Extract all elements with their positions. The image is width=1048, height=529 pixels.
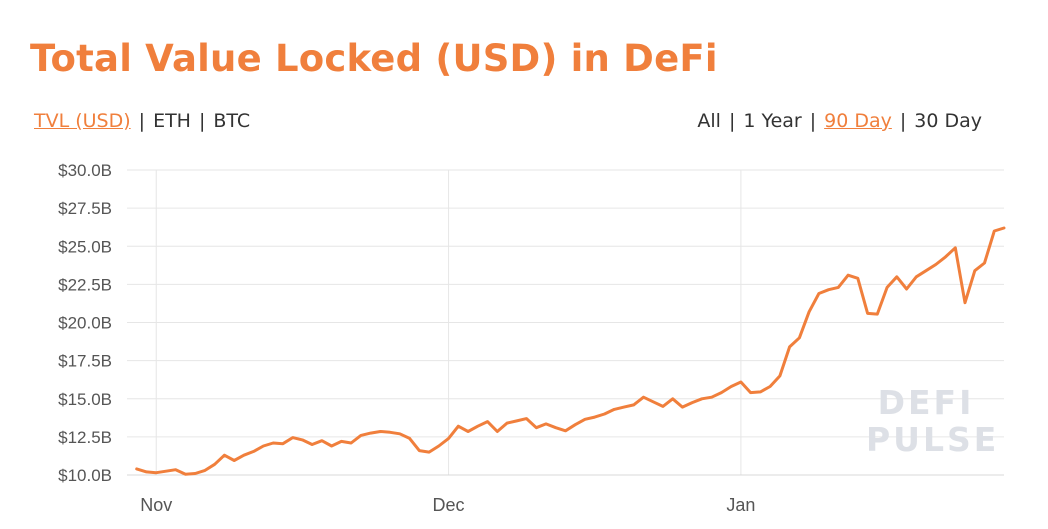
toggle-separator: | xyxy=(138,110,146,132)
y-axis: $10.0B $12.5B $15.0B $17.5B $20.0B $22.5B $25.… xyxy=(58,161,112,485)
y-tick-label: $30.0B xyxy=(58,161,112,180)
currency-toggle: TVL (USD) | ETH | BTC xyxy=(34,110,250,132)
x-tick-label: Jan xyxy=(726,495,755,515)
range-1-year[interactable]: 1 Year xyxy=(743,110,802,132)
page-title: Total Value Locked (USD) in DeFi xyxy=(30,37,718,80)
y-tick-label: $10.0B xyxy=(58,466,112,485)
toggle-tvl-usd[interactable]: TVL (USD) xyxy=(34,110,131,132)
watermark-line-1: DEFI xyxy=(877,383,975,422)
range-toggle: All | 1 Year | 90 Day | 30 Day xyxy=(697,110,982,132)
x-tick-label: Nov xyxy=(140,495,172,515)
y-tick-label: $15.0B xyxy=(58,390,112,409)
y-tick-label: $20.0B xyxy=(58,314,112,333)
toggle-separator: | xyxy=(198,110,206,132)
range-30-day[interactable]: 30 Day xyxy=(914,110,982,132)
series-layer xyxy=(135,226,1006,476)
range-90-day[interactable]: 90 Day xyxy=(824,110,892,132)
range-separator: | xyxy=(899,110,907,132)
range-separator: | xyxy=(809,110,817,132)
y-tick-label: $25.0B xyxy=(58,237,112,256)
x-axis: Nov Dec Jan xyxy=(140,495,755,515)
defi-pulse-watermark: DEFI PULSE xyxy=(866,383,1000,459)
range-all[interactable]: All xyxy=(697,110,721,132)
x-tick-label: Dec xyxy=(433,495,465,515)
toggle-eth[interactable]: ETH xyxy=(153,110,191,132)
range-separator: | xyxy=(728,110,736,132)
y-tick-label: $12.5B xyxy=(58,428,112,447)
grid-layer xyxy=(127,169,1004,476)
y-tick-label: $27.5B xyxy=(58,199,112,218)
y-tick-label: $17.5B xyxy=(58,352,112,371)
watermark-line-2: PULSE xyxy=(866,420,1000,459)
toggle-btc[interactable]: BTC xyxy=(213,110,251,132)
y-tick-label: $22.5B xyxy=(58,275,112,294)
tvl-series-line[interactable] xyxy=(135,226,1006,476)
